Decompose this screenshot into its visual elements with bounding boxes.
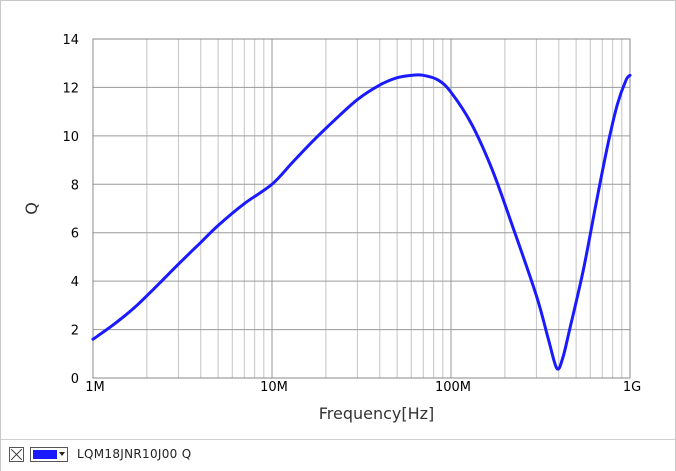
y-axis-title: Q — [22, 202, 41, 215]
x-tick-label: 1M — [85, 380, 105, 395]
y-tick-label: 6 — [71, 227, 79, 242]
grid — [92, 38, 630, 379]
legend-close-checkbox[interactable] — [9, 447, 24, 462]
legend-color-picker[interactable] — [30, 447, 68, 462]
series-layer — [91, 73, 632, 371]
x-tick-label: 100M — [435, 380, 471, 395]
x-tick-label: 1G — [623, 380, 641, 395]
y-tick-label: 10 — [62, 130, 79, 145]
y-tick-label: 0 — [71, 372, 79, 387]
x-tick-label: 10M — [260, 380, 288, 395]
q-frequency-chart: 0 2 4 6 8 10 12 14 1M 10M 100M 1G Frequency[Hz] Q — [22, 33, 641, 423]
plot-border — [92, 38, 631, 379]
legend-color-swatch — [33, 450, 57, 459]
legend-bar: LQM18JNR10J00 Q — [1, 439, 675, 471]
x-axis-title: Frequency[Hz] — [319, 404, 435, 423]
legend-series-label: LQM18JNR10J00 Q — [77, 447, 192, 461]
y-tick-label: 8 — [71, 178, 79, 193]
y-tick-label: 14 — [62, 33, 79, 48]
tick-labels: 0 2 4 6 8 10 12 14 1M 10M 100M 1G — [62, 33, 641, 395]
y-tick-label: 4 — [71, 275, 79, 290]
y-tick-label: 2 — [71, 324, 79, 339]
dropdown-arrow-icon — [59, 452, 65, 456]
series-line-q — [91, 73, 632, 371]
y-tick-label: 12 — [62, 81, 79, 96]
